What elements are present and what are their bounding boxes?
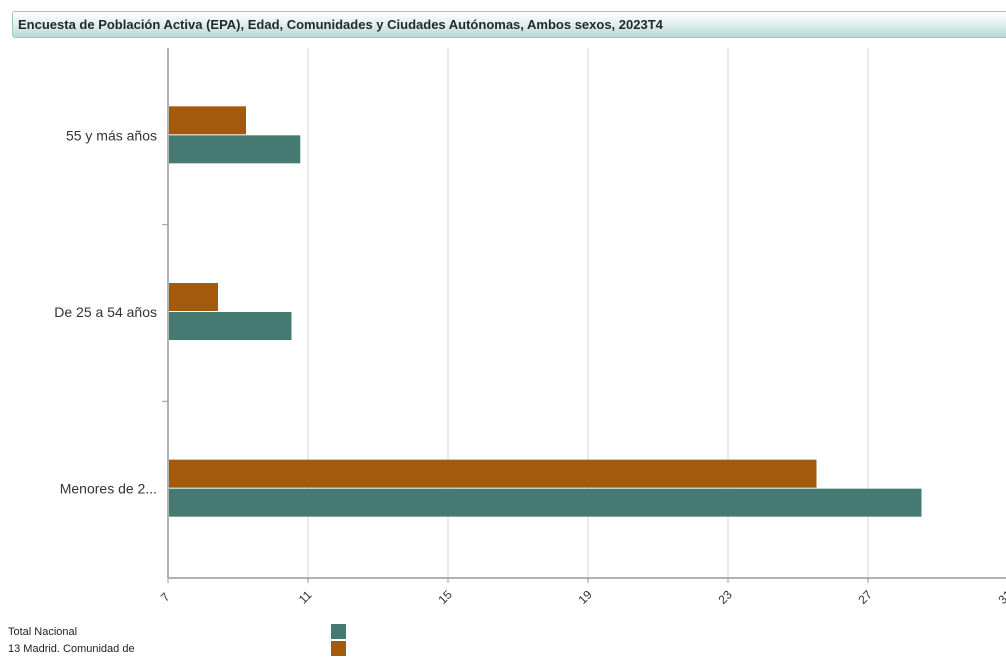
bar <box>169 488 922 517</box>
x-tick-label: 7 <box>158 590 173 605</box>
category-label: 55 y más años <box>66 127 157 143</box>
bar <box>169 135 301 164</box>
x-tick-label: 23 <box>715 587 735 607</box>
legend-label: Total Nacional <box>8 626 78 638</box>
chart-title: Encuesta de Población Activa (EPA), Edad… <box>18 17 663 32</box>
x-tick-label: 31 <box>995 587 1006 607</box>
legend-item-total-nacional[interactable]: Total Nacional <box>8 624 368 641</box>
bar <box>169 283 218 311</box>
axis-labels: 7 11 15 19 23 27 31 55 y más años De 25 a 54 año… <box>54 127 1006 607</box>
legend-label: 13 Madrid. Comunidad de <box>8 643 135 655</box>
bar <box>169 106 246 135</box>
category-label: Menores de 2... <box>60 481 157 497</box>
x-tick-label: 11 <box>296 588 315 607</box>
legend-item-madrid[interactable]: 13 Madrid. Comunidad de <box>8 641 368 658</box>
legend-swatch <box>331 641 346 656</box>
x-tick-label: 15 <box>435 587 455 607</box>
axes <box>162 48 1006 583</box>
bar <box>169 459 817 488</box>
bars <box>169 106 922 517</box>
category-label: De 25 a 54 años <box>54 304 157 320</box>
legend-swatch <box>331 624 346 639</box>
bar <box>169 312 292 340</box>
x-tick-label: 27 <box>855 587 875 607</box>
legend: Total Nacional 13 Madrid. Comunidad de <box>8 624 368 658</box>
chart-title-bar: Encuesta de Población Activa (EPA), Edad… <box>12 11 1006 38</box>
x-tick-label: 19 <box>575 587 595 607</box>
